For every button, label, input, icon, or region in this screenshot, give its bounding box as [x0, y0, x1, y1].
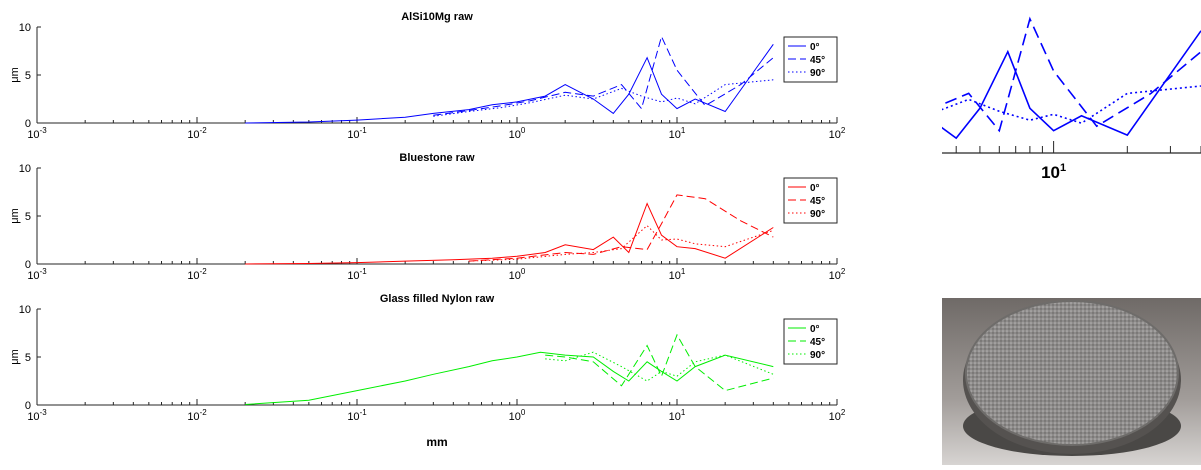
x-tick-label: 101 — [669, 408, 686, 423]
y-axis-label: μm — [9, 67, 21, 83]
legend-label: 90° — [810, 68, 825, 79]
x-tick-label: 10-3 — [27, 267, 47, 282]
y-tick-label: 5 — [25, 352, 31, 364]
legend-label: 45° — [810, 337, 825, 348]
x-tick-label: 10-1 — [347, 126, 367, 141]
chart-title: AlSi10Mg raw — [401, 11, 473, 23]
x-tick-label: 100 — [509, 408, 526, 423]
chart-title: Bluestone raw — [399, 152, 475, 164]
y-axis-label: μm — [9, 208, 21, 224]
zoom-series-line-solid — [942, 30, 1201, 140]
legend: 0° 45° 90° — [783, 177, 838, 224]
x-tick-label: 102 — [829, 267, 846, 282]
series-line-solid — [245, 44, 774, 124]
y-tick-label: 0 — [25, 259, 31, 271]
chart-panel-3: 0 5 10 μm 10-3 10-2 10-1 100 101 102 Glass filled … — [9, 293, 846, 423]
x-tick-label: 10-3 — [27, 408, 47, 423]
zoom-tick-label: 101 — [1041, 162, 1066, 182]
series-line-dashed — [433, 35, 774, 116]
y-tick-label: 10 — [19, 163, 31, 175]
legend: 0° 45° 90° — [783, 318, 838, 365]
legend-label: 90° — [810, 209, 825, 220]
series-line-dashed — [545, 333, 774, 392]
y-tick-label: 5 — [25, 70, 31, 82]
legend-label: 90° — [810, 350, 825, 361]
x-tick-label: 100 — [509, 126, 526, 141]
series-line-dashed — [468, 194, 774, 262]
chart-title: Glass filled Nylon raw — [380, 293, 495, 305]
zoom-series-group — [942, 16, 1201, 140]
series-line-dotted — [468, 224, 774, 262]
y-axis-label: μm — [9, 349, 21, 365]
legend-label: 0° — [810, 324, 820, 335]
x-tick-label: 10-2 — [187, 126, 207, 141]
legend-label: 45° — [810, 196, 825, 207]
chart-panel-2: 0 5 10 μm 10-3 10-2 10-1 100 101 102 Bluestone raw… — [9, 152, 846, 282]
legend: 0° 45° 90° — [783, 36, 838, 83]
x-tick-label: 10-2 — [187, 267, 207, 282]
x-tick-label: 100 — [509, 267, 526, 282]
x-tick-label: 10-3 — [27, 126, 47, 141]
legend-label: 45° — [810, 55, 825, 66]
chart-panel-1: 0 5 10 μm 10-3 10-2 10-1 100 101 102 AlSi10Mg raw 0… — [9, 11, 846, 141]
x-tick-label: 101 — [669, 126, 686, 141]
legend-label: 0° — [810, 183, 820, 194]
x-axis-label: mm — [426, 435, 447, 449]
y-tick-label: 5 — [25, 211, 31, 223]
series-line-solid — [245, 202, 774, 265]
x-tick-label: 101 — [669, 267, 686, 282]
y-tick-label: 0 — [25, 400, 31, 412]
x-tick-label: 10-1 — [347, 408, 367, 423]
zoom-series-line-dashed — [942, 16, 1201, 133]
disk-sample-photo — [942, 298, 1201, 465]
legend-label: 0° — [810, 42, 820, 53]
x-tick-label: 10-2 — [187, 408, 207, 423]
x-tick-label: 10-1 — [347, 267, 367, 282]
series-line-solid — [245, 351, 774, 405]
x-tick-label: 102 — [829, 126, 846, 141]
zoom-inset: 101 — [942, 16, 1201, 182]
y-tick-label: 0 — [25, 118, 31, 130]
x-tick-label: 102 — [829, 408, 846, 423]
y-tick-label: 10 — [19, 304, 31, 316]
series-line-dotted — [433, 79, 774, 117]
y-tick-label: 10 — [19, 22, 31, 34]
